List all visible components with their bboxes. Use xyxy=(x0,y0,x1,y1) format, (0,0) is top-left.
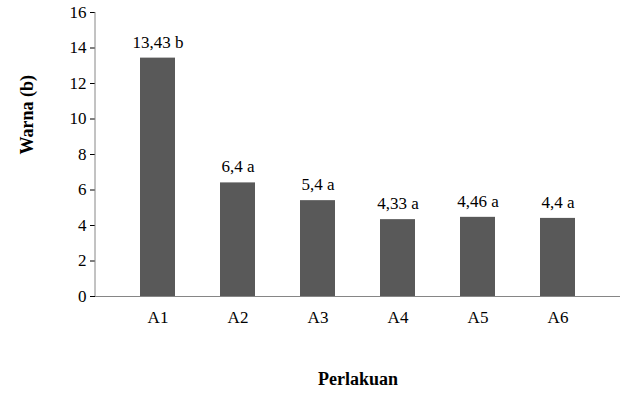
svg-text:6,4 a: 6,4 a xyxy=(221,157,255,176)
svg-text:6: 6 xyxy=(78,180,87,199)
svg-text:A5: A5 xyxy=(468,308,489,327)
svg-text:A6: A6 xyxy=(548,308,569,327)
svg-text:4,4 a: 4,4 a xyxy=(541,193,575,212)
svg-text:16: 16 xyxy=(70,3,87,22)
svg-text:4,46 a: 4,46 a xyxy=(457,192,499,211)
svg-text:Warna (b): Warna (b) xyxy=(17,75,38,155)
svg-text:A1: A1 xyxy=(148,308,169,327)
svg-text:0: 0 xyxy=(78,287,87,306)
svg-text:4: 4 xyxy=(78,216,87,235)
svg-text:12: 12 xyxy=(70,74,87,93)
svg-text:A2: A2 xyxy=(228,308,249,327)
svg-text:8: 8 xyxy=(78,145,87,164)
svg-text:10: 10 xyxy=(70,109,87,128)
svg-text:14: 14 xyxy=(70,38,88,57)
svg-text:Perlakuan: Perlakuan xyxy=(318,369,398,389)
svg-text:A4: A4 xyxy=(388,308,409,327)
svg-text:2: 2 xyxy=(78,251,87,270)
svg-text:5,4 a: 5,4 a xyxy=(301,175,335,194)
svg-text:A3: A3 xyxy=(308,308,329,327)
svg-text:13,43 b: 13,43 b xyxy=(133,33,184,52)
svg-text:4,33 a: 4,33 a xyxy=(377,194,419,213)
